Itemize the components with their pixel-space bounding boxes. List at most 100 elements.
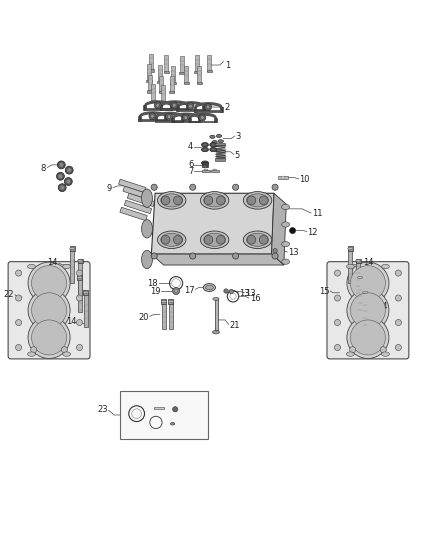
Ellipse shape — [70, 247, 75, 249]
Ellipse shape — [346, 352, 354, 356]
Circle shape — [151, 184, 157, 190]
Circle shape — [64, 177, 72, 185]
Ellipse shape — [282, 259, 290, 264]
Circle shape — [173, 407, 178, 412]
Text: 7: 7 — [188, 166, 194, 175]
Circle shape — [65, 166, 73, 174]
Ellipse shape — [381, 264, 389, 269]
Circle shape — [259, 236, 268, 244]
Ellipse shape — [170, 423, 175, 425]
Bar — [160, 108, 188, 110]
Circle shape — [259, 196, 268, 205]
Ellipse shape — [213, 297, 219, 301]
Bar — [155, 120, 183, 122]
FancyBboxPatch shape — [119, 179, 146, 192]
Circle shape — [395, 270, 401, 276]
Circle shape — [57, 161, 65, 169]
Circle shape — [173, 287, 180, 295]
Circle shape — [395, 319, 401, 326]
Ellipse shape — [157, 231, 186, 248]
Ellipse shape — [356, 260, 361, 262]
Bar — [146, 80, 152, 82]
Bar — [202, 169, 210, 172]
Bar — [181, 117, 184, 122]
Bar — [138, 116, 141, 121]
Ellipse shape — [204, 169, 208, 171]
Ellipse shape — [203, 284, 215, 292]
Bar — [207, 70, 212, 72]
Ellipse shape — [216, 134, 222, 138]
Ellipse shape — [28, 352, 35, 356]
Circle shape — [229, 289, 233, 294]
Bar — [179, 71, 184, 74]
Circle shape — [154, 102, 161, 109]
Circle shape — [184, 116, 187, 119]
Ellipse shape — [203, 143, 207, 146]
Ellipse shape — [243, 231, 272, 248]
Text: 20: 20 — [138, 313, 149, 322]
Bar — [157, 81, 162, 83]
Bar — [170, 106, 172, 110]
Text: 10: 10 — [300, 175, 310, 184]
Text: 21: 21 — [230, 321, 240, 330]
Text: 17: 17 — [184, 286, 194, 295]
Ellipse shape — [357, 277, 363, 279]
Circle shape — [173, 103, 176, 107]
Ellipse shape — [201, 147, 208, 152]
Text: 18: 18 — [147, 279, 158, 288]
Ellipse shape — [28, 264, 35, 269]
Bar — [70, 246, 75, 251]
Bar — [177, 109, 205, 111]
Circle shape — [347, 317, 389, 359]
Ellipse shape — [381, 352, 389, 356]
Text: 13: 13 — [239, 289, 250, 298]
Circle shape — [60, 185, 64, 190]
Circle shape — [61, 346, 67, 353]
Circle shape — [28, 262, 70, 304]
Circle shape — [76, 295, 82, 301]
Circle shape — [380, 346, 386, 353]
Circle shape — [76, 344, 82, 351]
Bar — [188, 120, 216, 123]
Circle shape — [167, 115, 171, 118]
Bar — [202, 162, 208, 167]
Circle shape — [290, 228, 296, 233]
Circle shape — [31, 346, 37, 353]
Bar — [164, 71, 169, 73]
Bar — [349, 250, 352, 283]
Circle shape — [233, 253, 239, 259]
Text: 19: 19 — [150, 287, 160, 295]
Bar — [162, 303, 166, 329]
Text: 12: 12 — [307, 228, 318, 237]
Circle shape — [206, 106, 210, 109]
Bar — [169, 91, 174, 93]
Bar — [180, 56, 184, 72]
Bar — [170, 82, 176, 84]
Circle shape — [201, 116, 204, 119]
Ellipse shape — [200, 191, 229, 209]
Bar — [186, 106, 189, 110]
Circle shape — [16, 319, 22, 326]
Bar — [215, 299, 218, 330]
Circle shape — [395, 344, 401, 351]
Ellipse shape — [201, 161, 208, 165]
Circle shape — [189, 104, 192, 108]
Circle shape — [233, 184, 239, 190]
Ellipse shape — [205, 285, 213, 290]
Text: 16: 16 — [250, 294, 260, 303]
Bar — [151, 84, 155, 101]
Ellipse shape — [210, 142, 217, 147]
Bar — [215, 158, 225, 160]
FancyBboxPatch shape — [127, 193, 155, 206]
Bar — [84, 294, 88, 327]
Bar — [160, 101, 166, 103]
Bar — [197, 66, 201, 83]
Ellipse shape — [157, 191, 186, 209]
Bar — [143, 106, 146, 110]
Circle shape — [59, 163, 64, 167]
Ellipse shape — [247, 233, 268, 246]
Bar — [356, 259, 361, 263]
Ellipse shape — [204, 233, 226, 246]
Bar — [151, 100, 156, 102]
Circle shape — [187, 103, 194, 110]
